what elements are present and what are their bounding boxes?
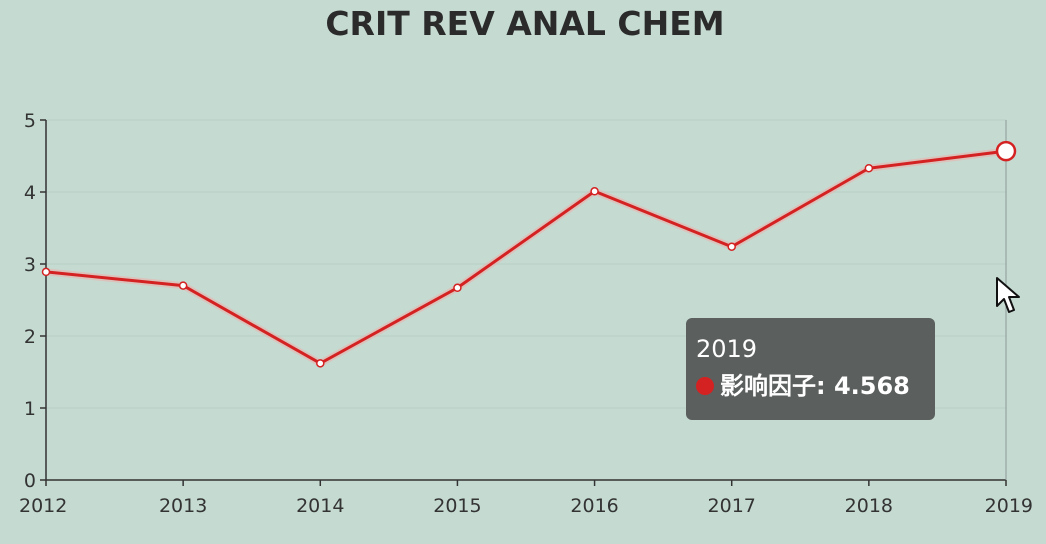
y-tick-label: 4 <box>24 182 36 204</box>
tooltip-value-text: 影响因子: 4.568 <box>720 372 910 400</box>
mouse-pointer-icon <box>996 277 1020 313</box>
data-point-highlighted[interactable] <box>995 140 1017 162</box>
series-line <box>45 149 1007 365</box>
data-point[interactable] <box>316 359 325 368</box>
tooltip-series-marker <box>696 377 714 395</box>
y-tick-label: 0 <box>24 470 36 492</box>
x-tick-label: 2014 <box>296 495 344 517</box>
y-tick-label: 1 <box>24 398 36 420</box>
tooltip-title: 2019 <box>696 335 758 363</box>
x-tick-label: 2013 <box>159 495 207 517</box>
y-tick-label: 3 <box>24 254 36 276</box>
data-point[interactable] <box>590 187 599 196</box>
tooltip: 2019 影响因子: 4.568 <box>686 318 935 420</box>
x-tick-label: 2018 <box>845 495 893 517</box>
series-line-group <box>45 147 1007 367</box>
x-tick-label: 2015 <box>433 495 481 517</box>
x-tick-label: 2019 <box>985 495 1033 517</box>
x-tick-label: 2016 <box>570 495 618 517</box>
y-tick-label: 5 <box>24 110 36 132</box>
data-points <box>41 140 1017 368</box>
data-point[interactable] <box>864 163 874 173</box>
data-point[interactable] <box>727 242 736 251</box>
y-tick-label: 2 <box>24 326 36 348</box>
x-tick-label: 2017 <box>708 495 756 517</box>
data-point[interactable] <box>41 267 51 277</box>
chart-title: CRIT REV ANAL CHEM <box>325 4 724 43</box>
x-tick-label: 2012 <box>19 495 67 517</box>
data-point[interactable] <box>178 281 188 290</box>
tooltip-row: 影响因子: 4.568 <box>696 366 925 406</box>
axes: 0 1 2 3 4 5 2012 2013 2014 2015 2016 2017 2018 2019 <box>19 110 1033 517</box>
data-point[interactable] <box>453 283 462 293</box>
